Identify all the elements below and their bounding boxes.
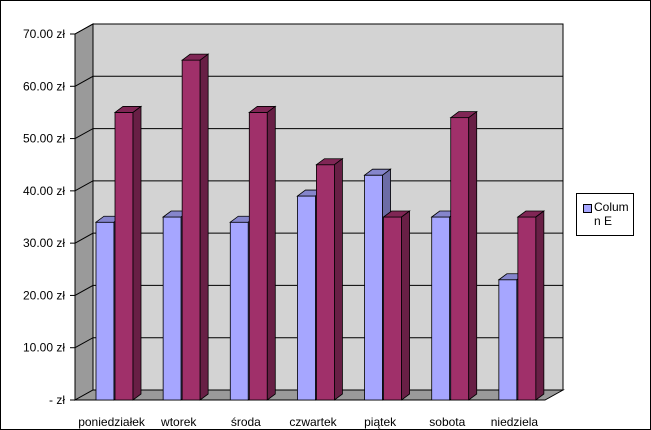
gridline: [74, 75, 563, 87]
bar-side-2: [401, 210, 410, 401]
bar-2: [316, 164, 335, 401]
bar-side-2: [468, 110, 478, 401]
y-tick-label: 70.00 zł: [23, 27, 65, 41]
bar-side-2: [132, 105, 142, 401]
y-tick-label: 60.00 zł: [23, 79, 65, 93]
x-tick-label: wtorek: [160, 415, 197, 429]
bar-2: [248, 112, 268, 401]
x-tick-label: czwartek: [289, 415, 337, 429]
legend-label: Colum n E: [594, 200, 629, 228]
bar-1: [297, 195, 316, 401]
bar-1: [364, 174, 383, 401]
x-tick-label: piątek: [364, 415, 397, 429]
legend: Colum n E: [576, 193, 634, 236]
bar-side-2: [334, 157, 343, 401]
bar-side-2: [266, 105, 276, 401]
x-tick-label: poniedziałek: [78, 415, 146, 429]
bar-1: [95, 221, 115, 401]
bar-1: [229, 221, 249, 401]
y-tick-label: 20.00 zł: [23, 288, 65, 302]
bar-side-2: [199, 53, 209, 401]
bar-2: [114, 112, 134, 401]
bar-1: [431, 216, 451, 401]
bar-1: [498, 279, 518, 401]
bar-1: [162, 216, 182, 401]
y-tick-label: 40.00 zł: [23, 184, 65, 198]
gridline: [74, 180, 563, 192]
y-tick-label: 30.00 zł: [23, 236, 65, 250]
x-tick-label: sobota: [429, 415, 465, 429]
side-wall: [74, 23, 94, 401]
legend-swatch: [583, 204, 592, 213]
gridline: [74, 23, 563, 35]
y-tick-label: 50.00 zł: [23, 132, 65, 146]
y-tick-label: 10.00 zł: [23, 341, 65, 355]
x-tick-label: niedziela: [491, 415, 539, 429]
bar-2: [450, 117, 470, 401]
bar-2: [383, 216, 402, 401]
y-tick-label: - zł: [49, 393, 65, 407]
bar-2: [181, 59, 201, 401]
x-tick-label: środa: [231, 415, 261, 429]
bar-2: [517, 216, 537, 401]
bar-side-2: [535, 210, 545, 401]
gridline: [74, 128, 563, 140]
